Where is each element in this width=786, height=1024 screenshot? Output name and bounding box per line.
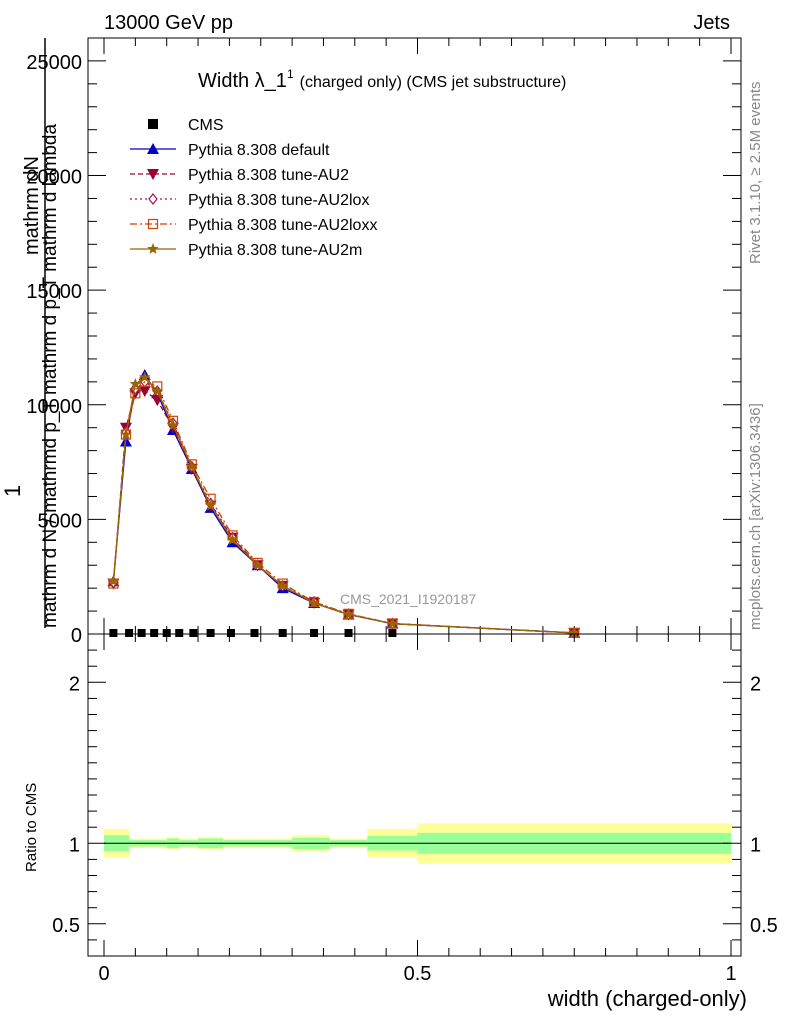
header-left-text: 13000 GeV pp	[104, 12, 233, 34]
main-y-label-prefix: 1	[0, 485, 25, 497]
cms-data-point	[344, 629, 353, 637]
main-series	[107, 368, 581, 639]
header-right-text: Jets	[693, 12, 730, 34]
series-point	[130, 388, 141, 399]
plot-title-sup: 1	[287, 67, 294, 81]
cms-data-point	[388, 629, 397, 637]
plot-title-main: Width λ_1	[198, 70, 287, 92]
cms-data-point	[150, 629, 159, 637]
series-point	[129, 378, 142, 389]
plot-title: Width λ_11 (charged only) (CMS jet substr…	[198, 67, 566, 92]
main-y-label-numerator: mathrm dN	[21, 156, 43, 255]
cms-data-point	[137, 629, 146, 637]
ratio-y-tick-label: 2	[69, 673, 80, 695]
series-point	[308, 597, 320, 608]
main-y-tick-label: 10000	[26, 396, 82, 418]
ratio-y-tick-label: 1	[69, 834, 80, 856]
legend: CMS Pythia 8.308 default Pythia 8.308 tune…	[130, 117, 377, 259]
series-point	[226, 534, 239, 545]
analysis-watermark: CMS_2021_I1920187	[340, 591, 476, 607]
legend-entry: Pythia 8.308 default	[130, 142, 330, 159]
x-axis-label: width (charged-only)	[547, 986, 747, 1011]
cms-data-point	[278, 629, 287, 637]
cms-data-point	[250, 629, 259, 637]
ratio-axis-ticks: 0.5 0.5 1 1 2 2 0 0.5 1	[52, 634, 778, 985]
legend-marker	[148, 193, 158, 205]
main-plot-frame	[87, 37, 742, 635]
rivet-label: Rivet 3.1.10, ≥ 2.5M events	[747, 82, 764, 265]
ratio-y-label: Ratio to CMS	[23, 783, 40, 872]
ratio-plot: 0.5 0.5 1 1 2 2 0 0.5 1 Ratio to CMS width (char…	[23, 633, 778, 1011]
main-plot: 0 5000 10000 15000 20000 25000 Width λ_11 (cha…	[26, 37, 742, 647]
legend-label: Pythia 8.308 tune-AU2lox	[188, 192, 369, 209]
series-line	[112, 381, 575, 634]
cms-data-point	[125, 629, 134, 637]
ratio-y-tick-label: 0.5	[52, 915, 80, 937]
cms-data-point	[310, 629, 319, 637]
main-y-tick-label: 25000	[26, 52, 82, 74]
series-point	[167, 419, 179, 431]
main-y-label: 1 mathrm dN mathrm d N / mathrmd p_T mat…	[0, 38, 61, 628]
ratio-plot-frame	[87, 633, 742, 957]
main-y-tick-label: 5000	[38, 510, 83, 532]
series-point	[251, 559, 264, 571]
main-y-tick-label: 0	[71, 625, 82, 647]
legend-label: Pythia 8.308 tune-AU2m	[188, 242, 362, 259]
series-point	[568, 626, 580, 638]
legend-entry: Pythia 8.308 tune-AU2	[130, 167, 349, 184]
legend-marker	[148, 119, 158, 129]
ratio-y-tick-label-right: 2	[750, 673, 761, 695]
series-point	[139, 371, 151, 383]
series-point	[186, 460, 198, 472]
cms-data-point	[162, 629, 171, 637]
cms-data-point	[109, 629, 118, 637]
legend-label: Pythia 8.308 tune-AU2	[188, 167, 349, 184]
legend-entry: Pythia 8.308 tune-AU2lox	[130, 192, 369, 209]
legend-label: Pythia 8.308 default	[188, 142, 330, 159]
series-point	[107, 575, 120, 587]
plot-title-suffix: (charged only) (CMS jet substructure)	[300, 74, 567, 91]
legend-label: CMS	[188, 117, 224, 134]
cms-data-point	[226, 629, 235, 637]
legend-label: Pythia 8.308 tune-AU2loxx	[188, 217, 377, 234]
cms-data-point	[189, 629, 198, 637]
main-y-label-denominator: mathrm d N / mathrmd p_T mathrm d p_T ma…	[40, 124, 61, 628]
series-point	[386, 617, 399, 629]
main-y-tick-label: 15000	[26, 281, 82, 303]
legend-entry: Pythia 8.308 tune-AU2m	[130, 242, 362, 259]
legend-entry: CMS	[148, 117, 224, 134]
main-y-tick-label: 20000	[26, 167, 82, 189]
series-point	[342, 608, 355, 620]
series-point	[204, 499, 217, 511]
legend-marker	[147, 169, 159, 180]
ratio-y-tick-label-right: 0.5	[750, 915, 778, 937]
series-point	[138, 386, 151, 398]
main-axis-ticks: 0 5000 10000 15000 20000 25000	[26, 38, 741, 647]
main-bin-steps	[109, 629, 397, 637]
legend-marker	[147, 243, 159, 254]
x-tick-label: 0.5	[404, 963, 432, 985]
series-point	[151, 385, 163, 396]
series-point	[277, 579, 289, 591]
legend-marker	[147, 218, 159, 230]
legend-marker	[147, 143, 159, 154]
legend-entry: Pythia 8.308 tune-AU2loxx	[130, 217, 377, 234]
cms-data-point	[175, 629, 184, 637]
series-point	[120, 428, 132, 440]
cms-data-point	[206, 629, 215, 637]
series-5	[107, 371, 580, 638]
mcplots-label: mcplots.cern.ch [arXiv:1306.3436]	[747, 403, 764, 630]
x-tick-label: 0	[98, 963, 109, 985]
x-tick-label: 1	[725, 963, 736, 985]
ratio-y-tick-label-right: 1	[750, 834, 761, 856]
